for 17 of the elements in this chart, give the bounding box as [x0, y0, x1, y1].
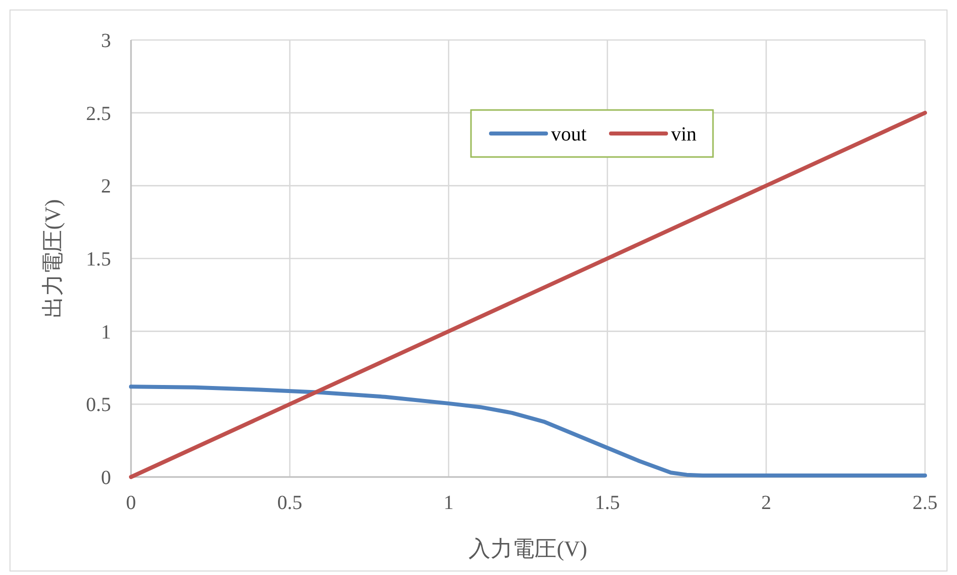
legend-label: vin [671, 124, 697, 146]
legend-label: vout [551, 124, 587, 146]
y-tick-label: 2.5 [86, 102, 111, 125]
y-axis-title: 出力電圧(V) [40, 199, 65, 318]
x-tick-label: 2 [761, 492, 772, 514]
y-tick-label: 1.5 [86, 248, 111, 270]
y-tick-label: 1 [101, 321, 111, 344]
y-tick-label: 2 [101, 176, 111, 198]
x-tick-label: 1.5 [594, 492, 620, 514]
x-tick-label: 2.5 [912, 492, 938, 514]
y-tick-label: 0.5 [86, 394, 111, 416]
y-tick-label: 3 [101, 30, 111, 52]
x-tick-label: 0 [126, 492, 136, 514]
y-tick-label: 0 [101, 467, 111, 489]
x-tick-label: 0.5 [277, 492, 302, 514]
x-tick-label: 1 [444, 492, 454, 514]
x-axis-title: 入力電圧(V) [468, 536, 588, 561]
